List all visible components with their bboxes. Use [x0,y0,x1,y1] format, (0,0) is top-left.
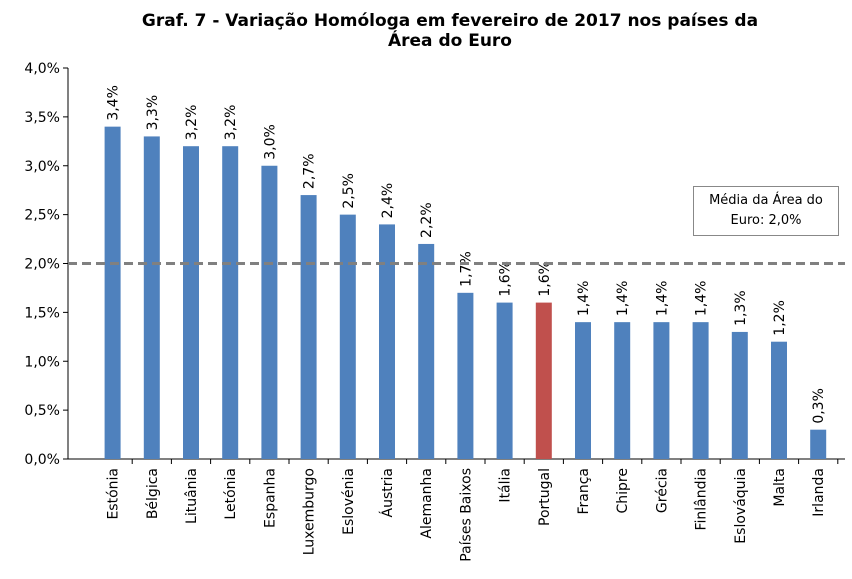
bar [339,214,356,459]
y-tick-label: 2,0% [24,257,60,273]
bar [771,341,787,459]
bar [300,195,317,459]
y-tick-label: 2,5% [24,208,60,224]
value-label: 1,4% [654,281,670,317]
bar [653,322,670,459]
y-tick-label: 4,0% [24,61,60,77]
x-tick-label: Estónia [106,468,122,520]
x-tick-label: Áustria [379,468,396,517]
x-tick-label: Luxemburgo [302,468,318,555]
value-label: 3,3% [145,95,161,131]
x-tick-label: Finlândia [694,468,710,531]
y-tick-label: 0,5% [24,403,60,419]
value-label: 1,6% [498,261,514,297]
value-label: 2,5% [341,173,357,209]
value-label: 1,3% [733,290,749,326]
x-tick-label: Letónia [223,468,239,520]
y-tick-label: 0,0% [24,452,60,468]
x-tick-label: Alemanha [419,468,435,539]
y-tick-label: 3,5% [24,110,60,126]
x-tick-label: Malta [772,468,788,507]
value-label: 3,4% [106,85,122,121]
bar [692,322,709,459]
chart-title: Graf. 7 - Variação Homóloga em fevereiro… [142,11,758,31]
x-tick-label: Espanha [262,468,278,528]
value-label: 1,7% [458,251,474,287]
y-tick-label: 3,0% [24,159,60,175]
x-tick-label: Portugal [537,468,553,526]
bar [183,146,199,459]
y-tick-label: 1,0% [24,354,60,370]
bar [222,146,239,459]
x-tick-label: Itália [498,468,514,503]
bar [104,126,121,460]
bar [418,243,435,459]
value-label: 2,2% [419,202,435,238]
bar [457,292,474,459]
x-tick-label: França [576,468,592,515]
bar [143,136,160,460]
value-label: 2,4% [380,183,396,219]
value-label: 1,2% [772,300,788,336]
chart-title: Área do Euro [388,29,512,51]
value-label: 3,0% [262,124,278,160]
x-tick-label: Grécia [654,468,670,513]
x-tick-label: Chipre [615,468,631,514]
x-tick-label: Bélgica [145,468,161,519]
bar [731,331,748,459]
bar [575,322,591,459]
bar [379,224,395,459]
bar [614,322,631,459]
value-label: 1,4% [694,281,710,317]
annotation: Média da Área do Euro: 2,0% [693,186,839,236]
y-tick-label: 1,5% [24,305,60,321]
value-label: 0,3% [811,388,827,424]
x-tick-label: Eslovénia [341,468,357,535]
x-tick-label: Eslováquia [733,468,749,544]
value-label: 1,4% [615,281,631,317]
bar [261,165,278,459]
bar [535,302,552,459]
bar [810,429,827,459]
bar [496,302,513,459]
x-tick-label: Lituânia [184,468,200,524]
x-tick-label: Países Baixos [458,468,474,562]
x-tick-label: Irlanda [811,468,827,517]
value-label: 1,4% [576,281,592,317]
value-label: 2,7% [302,153,318,189]
value-label: 1,6% [537,261,553,297]
value-label: 3,2% [184,105,200,141]
value-label: 3,2% [223,105,239,141]
